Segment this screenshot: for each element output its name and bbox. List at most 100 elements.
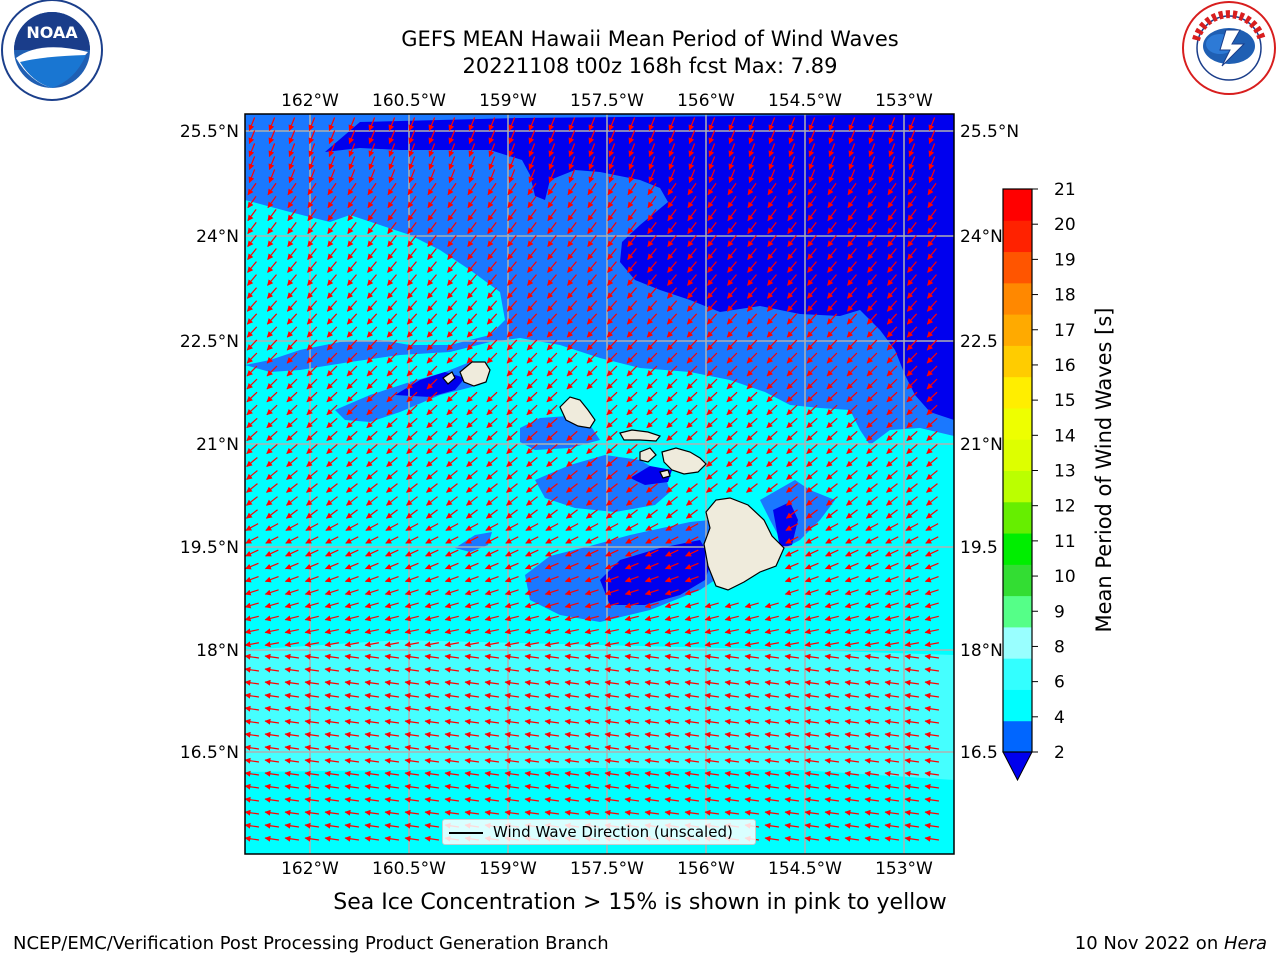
wind-arrow — [627, 209, 637, 222]
wind-arrow — [846, 300, 858, 312]
wind-arrow — [526, 326, 538, 338]
wind-arrow — [407, 235, 417, 247]
wind-arrow — [447, 222, 457, 235]
wind-arrow — [566, 313, 578, 325]
period-band-2-4-hawaii-lee — [600, 540, 712, 605]
wind-arrow — [766, 313, 778, 325]
wind-arrow — [807, 235, 817, 247]
wind-arrow — [388, 156, 396, 171]
wind-arrow — [346, 300, 358, 312]
wind-arrow — [686, 287, 698, 299]
wind-arrow — [646, 300, 658, 312]
wind-arrow — [828, 143, 836, 158]
wind-arrow — [926, 313, 938, 325]
wind-arrow — [808, 143, 816, 158]
wind-arrow — [886, 352, 898, 364]
wind-arrow — [907, 182, 917, 196]
wind-arrow — [608, 130, 616, 145]
wind-arrow — [646, 352, 658, 364]
wind-arrow — [546, 339, 558, 351]
wind-arrow — [646, 326, 658, 338]
wind-arrow — [428, 169, 436, 184]
wind-arrow — [388, 117, 396, 132]
page-title: GEFS MEAN Hawaii Mean Period of Wind Wav… — [401, 27, 899, 51]
wind-arrow — [627, 222, 637, 235]
wind-arrow — [567, 222, 577, 235]
wind-arrow — [806, 352, 818, 364]
wind-arrow — [746, 352, 758, 364]
wind-arrow — [886, 300, 898, 312]
wind-arrow — [587, 261, 597, 273]
wind-arrow — [328, 156, 336, 171]
wind-arrow — [367, 261, 377, 273]
wind-arrow — [768, 169, 776, 184]
colorbar-segment — [1003, 314, 1032, 346]
lon-tick-bottom: 154.5°W — [768, 859, 842, 879]
lon-ticks-bottom: 162°W 160.5°W 159°W 157.5°W 156°W 154.5°W 153°… — [281, 859, 933, 879]
wind-arrow — [688, 169, 696, 184]
wind-arrow — [348, 130, 356, 145]
wind-arrow — [528, 143, 536, 158]
colorbar-tick-label: 4 — [1054, 708, 1065, 728]
lat-tick-left: 25.5°N — [180, 122, 239, 142]
wind-arrow — [426, 339, 438, 351]
wind-arrow — [307, 235, 317, 247]
wind-arrow — [527, 182, 537, 196]
wind-arrow — [787, 182, 797, 196]
wind-arrow — [848, 117, 856, 132]
wind-arrow — [348, 169, 356, 184]
wind-arrow — [487, 261, 497, 273]
wind-arrow — [607, 209, 617, 222]
wind-arrow — [686, 300, 698, 312]
colorbar-tick-label: 11 — [1054, 532, 1076, 552]
wind-arrow — [906, 287, 918, 299]
wind-arrow — [506, 313, 518, 325]
wind-arrow — [466, 352, 478, 364]
lat-tick-right: 25.5°N — [960, 122, 1019, 142]
wind-arrow — [846, 352, 858, 364]
wind-arrow — [507, 274, 517, 286]
wind-arrow — [807, 248, 817, 260]
wind-arrow — [306, 365, 318, 377]
colorbar-segment — [1003, 376, 1032, 409]
wind-arrow — [246, 300, 258, 312]
wind-arrow — [307, 248, 317, 260]
wind-arrow — [506, 300, 518, 312]
wind-arrow — [326, 365, 338, 377]
wind-arrow — [247, 222, 257, 235]
wind-arrow — [668, 117, 676, 132]
wind-arrow — [487, 248, 497, 260]
wind-arrow — [868, 143, 876, 158]
wind-arrow — [267, 274, 277, 286]
wind-arrow — [787, 222, 797, 235]
wind-arrow — [347, 182, 357, 196]
lat-tick-left: 24°N — [196, 227, 239, 247]
wind-arrow — [568, 169, 576, 184]
wind-arrow — [668, 130, 676, 145]
wind-arrow — [686, 352, 698, 364]
wind-arrow — [426, 300, 438, 312]
wind-arrow — [888, 156, 896, 171]
wind-arrow — [647, 182, 657, 196]
wind-arrow — [428, 143, 436, 158]
wind-arrow — [708, 143, 716, 158]
wind-arrow — [626, 313, 638, 325]
wind-arrow — [507, 182, 517, 196]
wind-arrow — [927, 248, 937, 260]
legend-label: Wind Wave Direction (unscaled) — [493, 823, 733, 841]
wind-arrow — [707, 195, 717, 209]
wind-arrow — [567, 274, 577, 286]
wind-arrow — [327, 248, 337, 260]
wind-arrow — [427, 222, 437, 235]
wind-arrow — [468, 117, 476, 132]
wind-arrow — [867, 182, 877, 196]
wind-arrow — [626, 326, 638, 338]
wind-arrow — [747, 248, 757, 260]
wind-arrow — [368, 117, 376, 132]
wind-arrow — [827, 274, 837, 286]
wind-arrow — [267, 195, 277, 209]
wind-arrow — [588, 130, 596, 145]
wind-arrow — [926, 339, 938, 351]
wind-arrow — [367, 235, 377, 247]
wind-arrow — [307, 274, 317, 286]
